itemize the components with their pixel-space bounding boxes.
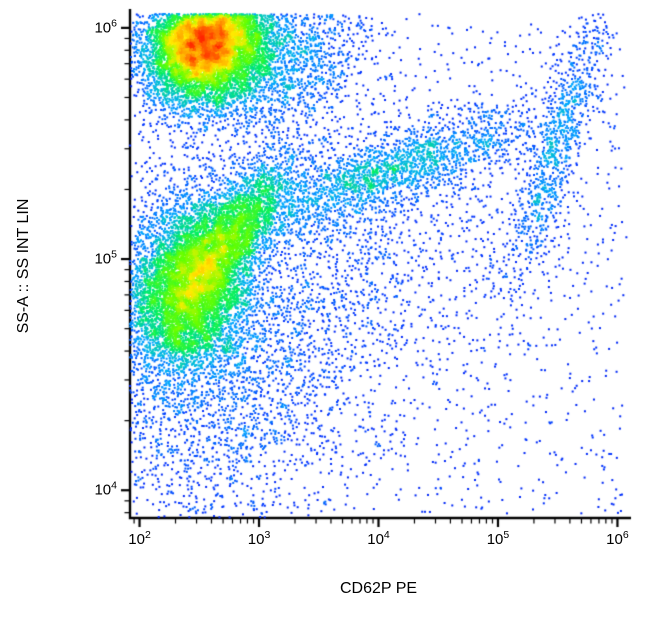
xtick-label-10e2: 102 <box>128 529 151 548</box>
x-axis-label: CD62P PE <box>339 580 418 597</box>
ytick-label-10e5: 105 <box>94 248 117 268</box>
xtick-label-10e4: 104 <box>367 529 390 548</box>
xtick-label-10e6: 106 <box>606 529 629 548</box>
xtick-label-10e5: 105 <box>486 529 510 548</box>
ytick-label-10e4: 104 <box>94 479 117 499</box>
xtick-label-10e3: 103 <box>247 529 271 548</box>
ytick-label-10e6: 106 <box>94 17 117 37</box>
y-axis-label: SS-A :: SS INT LIN <box>15 198 32 334</box>
